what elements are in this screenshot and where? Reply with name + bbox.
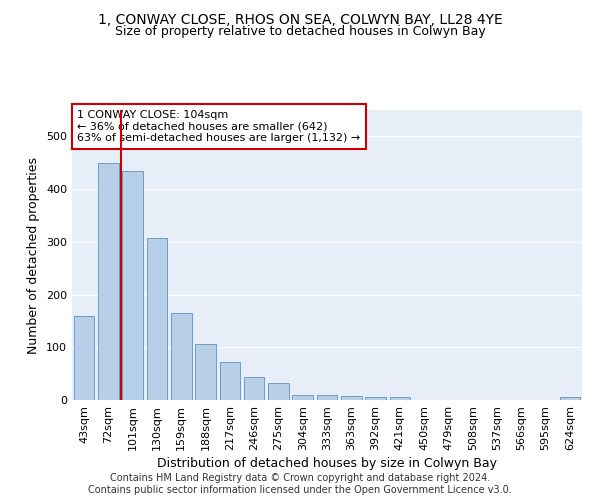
Bar [365, 397, 386, 400]
Bar [220, 362, 240, 400]
Bar [195, 344, 216, 400]
Bar [122, 170, 143, 400]
Bar [268, 383, 289, 400]
Bar [341, 396, 362, 400]
Bar [171, 313, 191, 400]
Bar [292, 396, 313, 400]
Text: 1, CONWAY CLOSE, RHOS ON SEA, COLWYN BAY, LL28 4YE: 1, CONWAY CLOSE, RHOS ON SEA, COLWYN BAY… [98, 12, 502, 26]
Text: Size of property relative to detached houses in Colwyn Bay: Size of property relative to detached ho… [115, 25, 485, 38]
Bar [98, 162, 119, 400]
Text: 1 CONWAY CLOSE: 104sqm
← 36% of detached houses are smaller (642)
63% of semi-de: 1 CONWAY CLOSE: 104sqm ← 36% of detached… [77, 110, 361, 143]
Bar [389, 398, 410, 400]
Text: Contains HM Land Registry data © Crown copyright and database right 2024.
Contai: Contains HM Land Registry data © Crown c… [88, 474, 512, 495]
Y-axis label: Number of detached properties: Number of detached properties [28, 156, 40, 354]
Bar [74, 316, 94, 400]
X-axis label: Distribution of detached houses by size in Colwyn Bay: Distribution of detached houses by size … [157, 457, 497, 470]
Bar [146, 238, 167, 400]
Bar [244, 377, 265, 400]
Bar [560, 398, 580, 400]
Bar [317, 396, 337, 400]
